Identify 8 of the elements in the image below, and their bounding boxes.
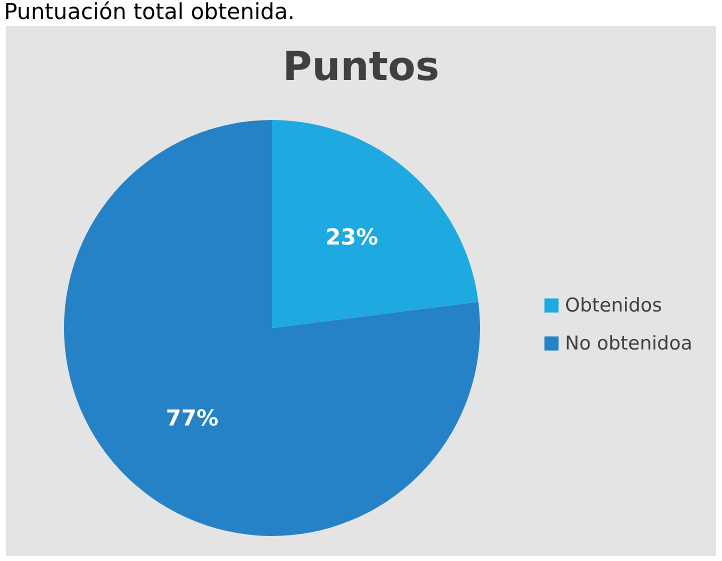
pie-slice [64,120,480,536]
text: Puntuación total obtenida. [3,0,296,26]
data-label: 23% [325,226,378,251]
data-label: 77% [166,406,219,432]
chart-title: Puntos [282,44,440,90]
legend-label: Obtenidos [565,294,662,316]
legend-label: No obtenidoa [565,332,692,354]
pie-slice [272,120,478,328]
